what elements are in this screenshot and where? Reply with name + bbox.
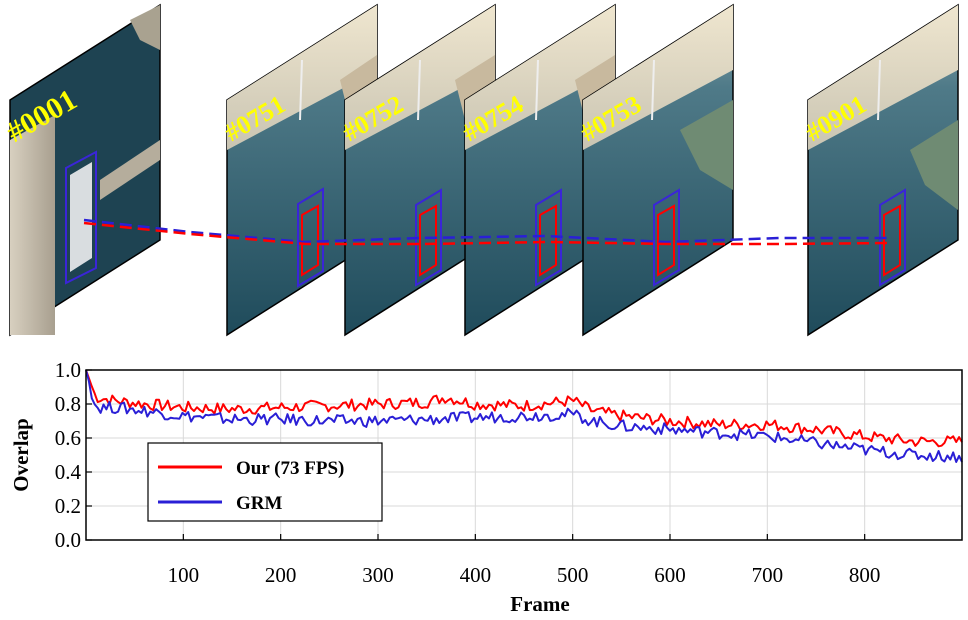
trajectory-grm <box>83 218 890 244</box>
y-axis-title: Overlap <box>9 418 33 492</box>
legend-label-ours: Our (73 FPS) <box>236 458 344 479</box>
frame-panel-0001: #0001 <box>1 3 161 337</box>
x-tick-label: 700 <box>752 563 784 587</box>
trajectory-ours <box>83 221 891 246</box>
x-axis-title: Frame <box>510 592 569 616</box>
y-tick-label: 0.2 <box>55 494 81 518</box>
x-tick-label: 100 <box>168 563 200 587</box>
series-line-grm <box>85 369 963 463</box>
y-tick-label: 1.0 <box>55 358 81 382</box>
series-line-ours <box>85 369 963 448</box>
legend-box <box>147 442 383 522</box>
frame-panel-0901: #0901 <box>801 3 959 337</box>
legend-label-grm: GRM <box>236 493 283 514</box>
y-tick-label: 0.4 <box>55 460 82 484</box>
y-tick-label: 0.6 <box>55 426 81 450</box>
x-tick-label: 600 <box>654 563 686 587</box>
x-tick-label: 300 <box>362 563 394 587</box>
y-tick-label: 0.8 <box>55 392 81 416</box>
plot-area-frame <box>85 369 963 541</box>
y-tick-label: 0.0 <box>55 528 81 552</box>
x-tick-label: 200 <box>265 563 297 587</box>
chart-legend: Our (73 FPS) GRM <box>147 442 383 522</box>
frame-panel-0753: #0753 <box>576 3 734 337</box>
chart-ticks: 0.0 0.2 0.4 0.6 0.8 1.0 100 200 300 400 500 600 700 8… <box>55 358 881 587</box>
frame-panel-0751: #0751 <box>220 3 378 337</box>
chart-series <box>85 369 963 463</box>
frame-panel-0754: #0754 <box>458 3 616 337</box>
tracking-frames-illustration: #0001 #0751 #0752 #0754 #0753 <box>1 3 959 337</box>
x-tick-label: 500 <box>557 563 589 587</box>
x-tick-label: 800 <box>849 563 881 587</box>
x-tick-label: 400 <box>460 563 492 587</box>
